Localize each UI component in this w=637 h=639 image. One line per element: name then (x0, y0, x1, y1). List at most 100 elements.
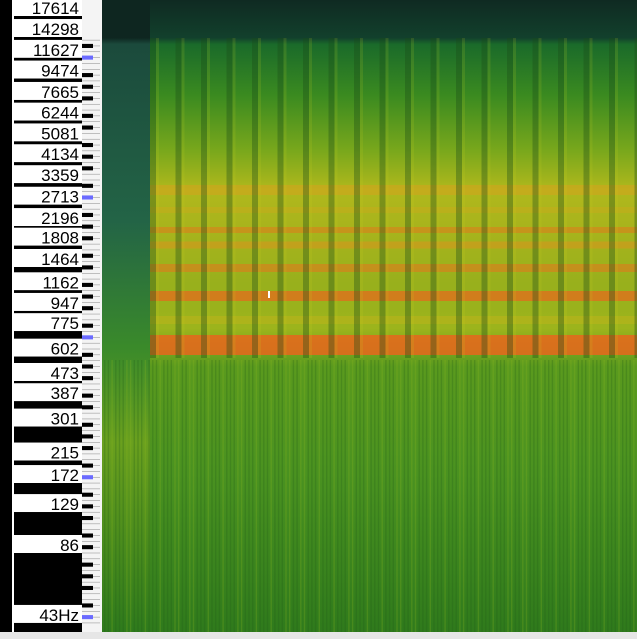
label-box (14, 123, 82, 142)
stripe (507, 38, 513, 358)
label-box (14, 338, 82, 357)
stripe (354, 38, 360, 358)
stripe (355, 360, 357, 632)
stripe (285, 360, 287, 632)
stripe (318, 360, 320, 632)
frequency-label: 215 (51, 444, 79, 463)
stripe (566, 360, 568, 632)
band (150, 241, 637, 249)
black-key (82, 73, 93, 78)
stripe (374, 360, 376, 632)
band (150, 335, 637, 355)
stripe (181, 38, 185, 358)
black-key (82, 504, 93, 509)
stripe (548, 360, 550, 632)
stripe (466, 360, 468, 632)
label-box (14, 442, 82, 461)
stripe (152, 360, 154, 632)
stripe (207, 38, 210, 358)
stripe (333, 360, 335, 632)
stripe (477, 360, 480, 632)
black-key (82, 475, 93, 480)
stripe (625, 360, 628, 632)
stripe (255, 360, 258, 632)
black-key (82, 335, 93, 340)
black-key (82, 562, 93, 567)
cursor (268, 291, 270, 298)
stripe (129, 360, 132, 632)
black-key (82, 393, 93, 398)
stripe (144, 360, 147, 632)
stripe (437, 360, 439, 632)
stripe (244, 360, 246, 632)
stripe (137, 360, 139, 632)
stripe (529, 360, 531, 632)
spectrogram (102, 0, 637, 632)
band (150, 291, 637, 301)
stripe (115, 360, 117, 632)
band (150, 207, 637, 213)
black-key (82, 195, 93, 200)
stripe (425, 360, 428, 632)
stripe (422, 360, 424, 632)
frequency-label: 2713 (41, 188, 79, 207)
stripe (411, 38, 414, 358)
stripe (481, 360, 483, 632)
stripe (226, 360, 228, 632)
stripe (444, 360, 446, 632)
label-box (14, 81, 82, 100)
stripe (622, 360, 624, 632)
black-key (82, 492, 93, 497)
black-key (82, 183, 93, 188)
stripe (118, 360, 121, 632)
black-key (82, 545, 93, 550)
label-box (14, 186, 82, 205)
stripe (322, 360, 324, 632)
frequency-label: 1162 (42, 273, 79, 292)
stripe (237, 360, 239, 632)
frequency-label: 7665 (41, 83, 79, 102)
stripe (564, 38, 567, 358)
black-key (82, 125, 93, 130)
label-box (14, 408, 82, 427)
label-box (14, 383, 82, 402)
stripe (555, 360, 557, 632)
stripe (559, 360, 561, 632)
frequency-label: 14298 (32, 20, 79, 39)
stripe (455, 360, 457, 632)
stripe (396, 360, 398, 632)
stripe (344, 360, 346, 632)
stripe (148, 360, 150, 632)
band (150, 227, 637, 233)
black-key (82, 154, 93, 159)
stripe (175, 38, 182, 358)
black-key (82, 265, 93, 270)
stripe (340, 360, 343, 632)
black-key (82, 236, 93, 241)
label-box (14, 208, 82, 227)
stripe (259, 360, 261, 632)
stripe (533, 360, 535, 632)
stripe (189, 360, 191, 632)
black-key (82, 603, 93, 608)
stripe (155, 360, 158, 632)
stripe (418, 360, 420, 632)
stripe (196, 360, 198, 632)
stripe (388, 360, 391, 632)
stripe (258, 38, 261, 358)
column-border (12, 0, 14, 632)
black-key (82, 43, 93, 48)
frequency-label: 6244 (41, 104, 79, 123)
label-box (14, 494, 82, 513)
stripe (163, 360, 165, 632)
stripe (274, 360, 276, 632)
stripe (379, 38, 386, 358)
black-key (82, 323, 93, 328)
stripe (573, 360, 576, 632)
black-key (82, 224, 93, 229)
band (150, 264, 637, 272)
stripe (211, 360, 213, 632)
stripe (337, 360, 339, 632)
